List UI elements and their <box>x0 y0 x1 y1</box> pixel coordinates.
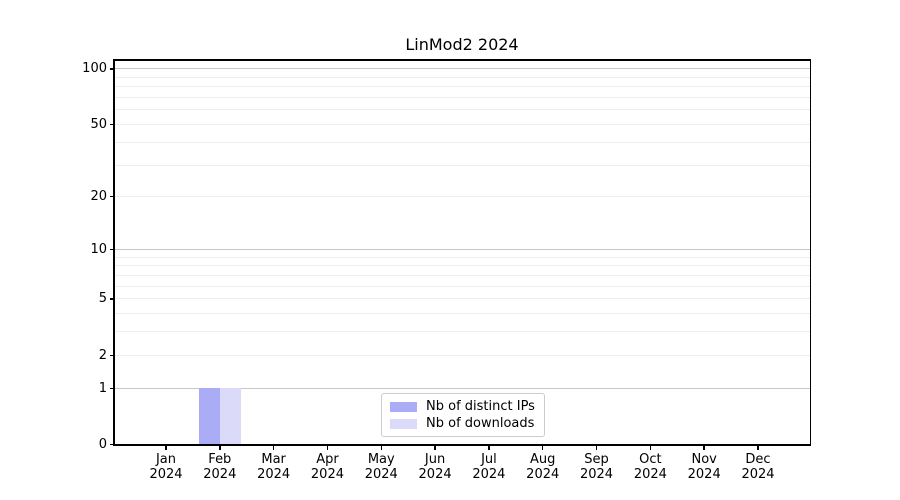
x-tick-mark <box>219 446 221 450</box>
x-tick-label-jun: Jun 2024 <box>418 452 452 482</box>
y-gridline-minor <box>115 124 810 126</box>
x-tick-label-may: May 2024 <box>364 452 398 482</box>
legend-label-distinct-ips: Nb of distinct IPs <box>426 399 535 414</box>
y-gridline-minor <box>115 354 810 356</box>
x-tick-label-aug: Aug 2024 <box>526 452 560 482</box>
y-tick-label-50: 50 <box>90 117 107 133</box>
bar-distinct-ips-feb <box>198 388 220 445</box>
x-tick-mark <box>272 446 275 450</box>
y-gridline-minor <box>115 164 810 166</box>
legend-item-distinct-ips: Nb of distinct IPs <box>390 398 535 415</box>
y-tick-mark <box>109 248 114 251</box>
chart-title: LinMod2 2024 <box>405 35 519 54</box>
x-tick-label-apr: Apr 2024 <box>310 452 344 482</box>
y-gridline-minor <box>115 86 810 88</box>
y-gridline-minor <box>115 97 810 99</box>
y-tick-mark <box>109 196 114 198</box>
y-tick-label-0: 0 <box>98 437 107 453</box>
y-gridline-minor <box>115 285 810 287</box>
x-tick-label-oct: Oct 2024 <box>633 452 667 482</box>
y-tick-mark <box>109 444 114 446</box>
y-gridline-minor <box>115 76 810 78</box>
x-tick-label-mar: Mar 2024 <box>257 452 291 482</box>
y-gridline-minor <box>115 265 810 267</box>
legend-label-downloads: Nb of downloads <box>426 416 535 431</box>
x-tick-mark <box>326 446 329 450</box>
bar-downloads-feb <box>219 388 241 445</box>
spine-top <box>113 59 811 61</box>
y-gridline-minor <box>115 109 810 111</box>
y-tick-mark <box>109 123 114 126</box>
y-tick-mark <box>109 354 114 356</box>
y-gridline-minor <box>115 274 810 276</box>
x-tick-mark <box>434 446 436 450</box>
distinct-ips-swatch-icon <box>390 401 417 412</box>
y-gridline-major <box>115 68 810 70</box>
y-gridline-minor <box>115 298 810 300</box>
spine-right <box>809 59 811 445</box>
spine-left <box>113 59 115 445</box>
y-tick-label-1: 1 <box>98 380 107 396</box>
y-tick-label-2: 2 <box>98 347 107 363</box>
x-tick-mark <box>165 446 167 450</box>
x-tick-label-sep: Sep 2024 <box>579 452 614 482</box>
y-gridline-minor <box>115 313 810 315</box>
y-gridline-minor <box>115 331 810 333</box>
x-tick-label-dec: Dec 2024 <box>741 452 775 482</box>
x-tick-mark <box>595 446 598 450</box>
y-gridline-minor <box>115 256 810 258</box>
y-tick-label-20: 20 <box>90 189 107 205</box>
x-tick-mark <box>380 446 382 450</box>
spine-bottom <box>113 444 811 446</box>
y-tick-label-10: 10 <box>90 241 107 257</box>
y-gridline-minor <box>115 141 810 143</box>
x-tick-mark <box>488 446 490 450</box>
x-tick-mark <box>649 446 652 450</box>
y-gridline-major <box>115 387 810 389</box>
y-gridline-major <box>115 248 810 250</box>
y-gridline-minor <box>115 196 810 198</box>
y-tick-label-5: 5 <box>98 291 107 307</box>
x-tick-label-jul: Jul 2024 <box>472 452 506 482</box>
legend: Nb of distinct IPs Nb of downloads <box>381 393 545 437</box>
downloads-swatch-icon <box>390 418 417 429</box>
x-tick-label-feb: Feb 2024 <box>203 452 237 482</box>
x-tick-label-jan: Jan 2024 <box>149 452 183 482</box>
x-tick-mark <box>542 446 544 450</box>
y-tick-mark <box>109 387 114 390</box>
legend-item-downloads: Nb of downloads <box>390 415 535 432</box>
x-tick-mark <box>757 446 759 450</box>
y-tick-mark <box>109 298 114 300</box>
x-tick-label-nov: Nov 2024 <box>687 452 721 482</box>
y-tick-label-100: 100 <box>82 61 107 77</box>
x-tick-mark <box>703 446 705 450</box>
y-tick-mark <box>109 68 114 70</box>
